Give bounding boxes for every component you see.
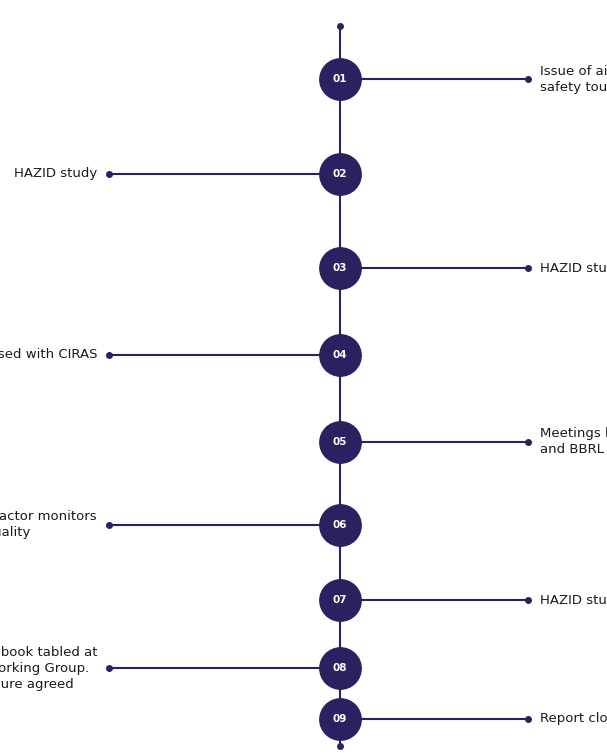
Text: 01: 01 — [333, 74, 347, 85]
Text: Report closed: Report closed — [540, 712, 607, 726]
Point — [335, 436, 345, 448]
Point — [335, 73, 345, 85]
Point — [335, 594, 345, 606]
Text: 06: 06 — [333, 519, 347, 530]
Text: HAZID study: HAZID study — [540, 593, 607, 607]
Point — [335, 713, 345, 725]
Point — [335, 349, 345, 361]
Text: 05: 05 — [333, 436, 347, 447]
Text: Issue of air quality raised on
safety tour: Issue of air quality raised on safety to… — [540, 65, 607, 94]
Text: Revision to rule book tabled at
NR HS Rules Working Group.
Local procedure agree: Revision to rule book tabled at NR HS Ru… — [0, 646, 97, 691]
Text: Concern raised with CIRAS: Concern raised with CIRAS — [0, 348, 97, 362]
Text: 03: 03 — [333, 263, 347, 273]
Text: HAZID study: HAZID study — [540, 261, 607, 275]
Text: 07: 07 — [333, 595, 347, 606]
Text: 09: 09 — [333, 713, 347, 724]
Text: 04: 04 — [333, 350, 347, 360]
Text: 02: 02 — [333, 168, 347, 179]
Text: Meetings between NR
and BBRL: Meetings between NR and BBRL — [540, 427, 607, 456]
Point — [335, 262, 345, 274]
Text: Specialist contractor monitors
air quality: Specialist contractor monitors air quali… — [0, 510, 97, 539]
Text: HAZID study: HAZID study — [14, 167, 97, 180]
Point — [335, 168, 345, 180]
Point — [335, 662, 345, 674]
Text: 08: 08 — [333, 663, 347, 673]
Point — [335, 519, 345, 531]
